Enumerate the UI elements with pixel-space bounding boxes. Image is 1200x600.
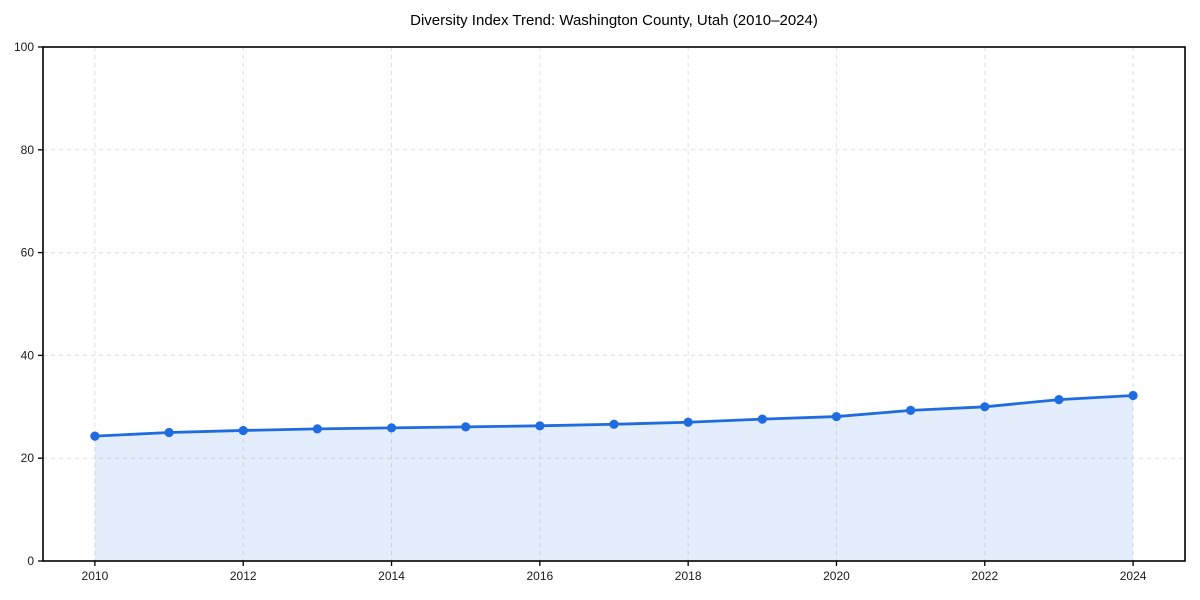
data-point-marker [757,414,767,424]
data-point-marker [906,405,916,415]
x-tick-label: 2020 [823,569,850,583]
data-point-marker [238,425,248,436]
data-point-marker [164,427,174,438]
data-point-marker [90,431,100,441]
y-tick-label: 40 [21,348,35,362]
x-tick-label: 2016 [526,569,553,583]
y-tick-label: 20 [21,451,35,465]
data-point-marker [980,402,990,412]
data-point-marker [386,423,397,433]
x-tick-label: 2018 [675,569,702,583]
data-point-marker [683,417,693,427]
data-point-marker [609,419,619,429]
data-point-marker [461,422,471,432]
chart-title: Diversity Index Trend: Washington County… [410,12,818,29]
x-tick-label: 2022 [971,569,998,583]
data-point-marker [312,424,322,434]
plot-border [42,46,1186,562]
data-point-marker [535,421,545,431]
data-point-marker [831,411,842,422]
x-tick-label: 2014 [378,569,405,583]
trend-area [94,395,1134,561]
y-tick-label: 0 [27,554,34,568]
data-point-marker [1128,390,1138,401]
data-point-marker [1054,395,1064,405]
y-tick-label: 80 [21,143,35,157]
x-tick-label: 2012 [230,569,257,583]
y-tick-label: 100 [14,40,34,54]
x-tick-label: 2024 [1120,569,1147,583]
y-tick-label: 60 [21,246,35,260]
x-tick-label: 2010 [82,569,109,583]
